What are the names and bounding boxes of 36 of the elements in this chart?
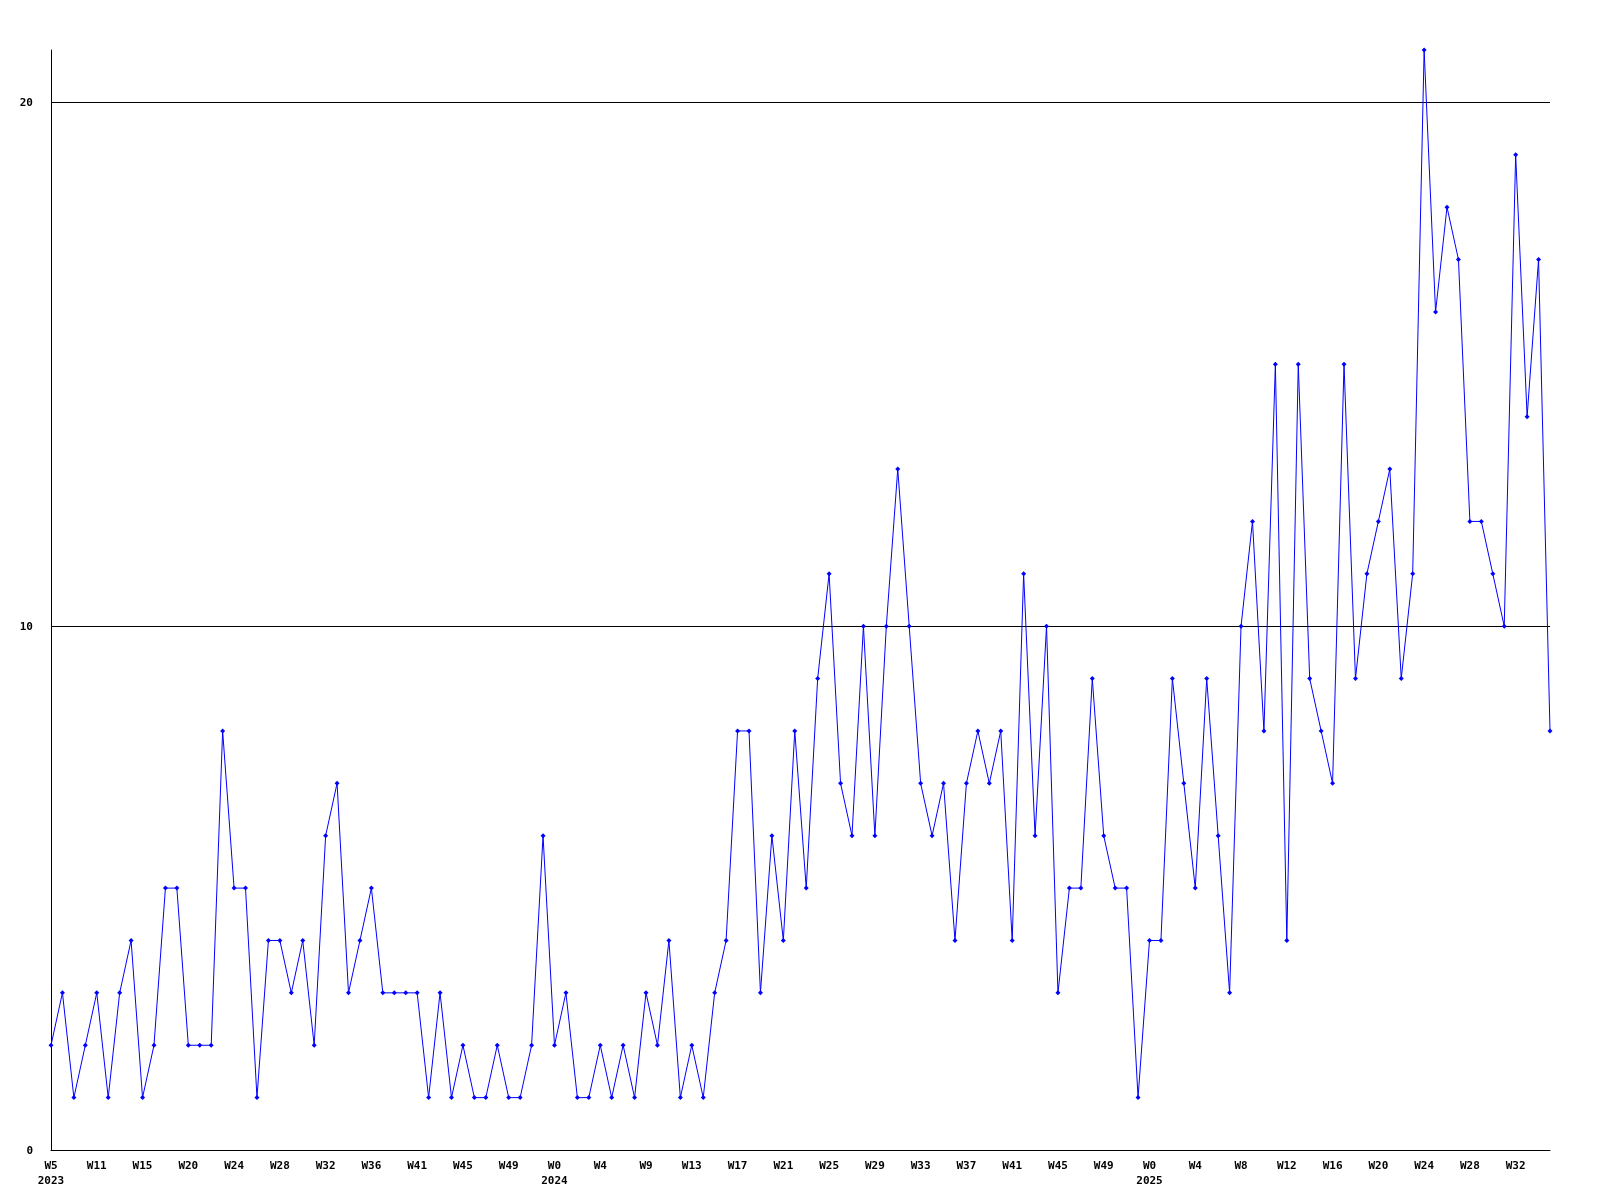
x-tick-label: W41 xyxy=(407,1159,428,1172)
y-tick-label: 0 xyxy=(26,1143,33,1157)
x-tick-label: W49 xyxy=(1093,1159,1114,1172)
x-tick-label: W20 xyxy=(178,1159,199,1172)
x-tick-label: W11 xyxy=(86,1159,108,1172)
x-tick-label: W8 xyxy=(1234,1159,1248,1172)
x-tick-label: W41 xyxy=(1002,1159,1023,1172)
x-tick-label: W13 xyxy=(681,1159,702,1172)
y-tick-label: 20 xyxy=(19,95,33,109)
x-tick-label: W5 2023 xyxy=(37,1159,65,1187)
x-tick-label: W4 xyxy=(593,1159,608,1172)
x-tick-label: W17 xyxy=(727,1159,748,1172)
x-tick-label: W25 xyxy=(819,1159,840,1172)
x-tick-label: W28 xyxy=(269,1159,290,1172)
x-tick-label: W12 xyxy=(1276,1159,1297,1172)
x-tick-label: W0 2025 xyxy=(1136,1159,1163,1187)
x-tick-label: W9 xyxy=(639,1159,653,1172)
x-tick-label: W33 xyxy=(910,1159,931,1172)
x-tick-label: W21 xyxy=(773,1159,794,1172)
x-tick-label: W15 xyxy=(132,1159,153,1172)
x-tick-label: W4 xyxy=(1188,1159,1203,1172)
x-tick-label: W20 xyxy=(1368,1159,1389,1172)
x-tick-label: W45 xyxy=(1048,1159,1068,1172)
x-tick-label: W36 xyxy=(361,1159,382,1172)
x-tick-label: W49 xyxy=(498,1159,519,1172)
x-tick-label: W28 xyxy=(1459,1159,1480,1172)
x-tick-label: W0 2024 xyxy=(541,1159,569,1187)
x-tick-label: W24 xyxy=(1414,1159,1435,1172)
x-tick-label: W29 xyxy=(864,1159,885,1172)
x-tick-label: W45 xyxy=(453,1159,473,1172)
y-tick-label: 10 xyxy=(19,619,33,633)
x-tick-label: W24 xyxy=(224,1159,245,1172)
x-tick-label: W32 xyxy=(1505,1159,1526,1172)
x-tick-label: W37 xyxy=(956,1159,977,1172)
x-tick-label: W32 xyxy=(315,1159,336,1172)
x-tick-label: W16 xyxy=(1322,1159,1343,1172)
